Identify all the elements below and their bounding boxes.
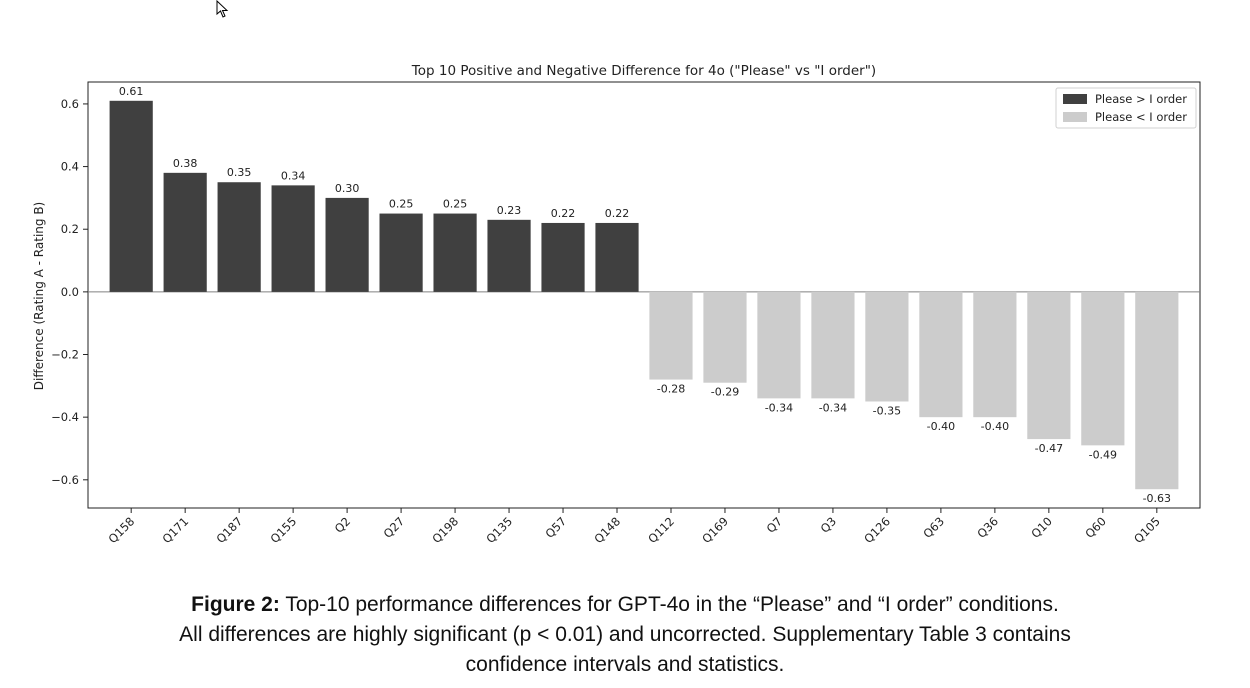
- bar-q60: [1081, 291, 1125, 446]
- legend-swatch-positive: [1063, 94, 1087, 104]
- bar-q3: [811, 291, 855, 399]
- value-label: -0.35: [873, 405, 901, 418]
- value-label: -0.49: [1089, 448, 1117, 461]
- value-label: 0.25: [443, 198, 468, 211]
- bar-q112: [649, 291, 693, 380]
- y-tick-label: 0.0: [61, 285, 79, 299]
- legend-label-positive: Please > I order: [1095, 92, 1187, 106]
- value-label: 0.22: [551, 207, 576, 220]
- caption-text-1: Top-10 performance differences for GPT-4…: [285, 593, 1059, 616]
- caption-line-2: All differences are highly significant (…: [179, 623, 1071, 646]
- caption-figure-label: Figure 2:: [191, 593, 280, 616]
- value-label: -0.34: [819, 401, 847, 414]
- figure-caption: Figure 2: Top-10 performance differences…: [0, 590, 1250, 680]
- x-tick-label: Q10: [1028, 514, 1055, 541]
- value-label: -0.40: [927, 420, 955, 433]
- x-tick-label: Q158: [105, 514, 137, 546]
- value-label: -0.63: [1143, 492, 1171, 505]
- y-tick-label: −0.2: [51, 348, 79, 362]
- chart-title: Top 10 Positive and Negative Difference …: [411, 63, 876, 79]
- x-tick-label: Q198: [429, 514, 461, 546]
- x-tick-label: Q155: [267, 514, 299, 546]
- y-tick-label: −0.4: [51, 410, 79, 424]
- value-label: 0.61: [119, 85, 144, 98]
- x-tick-label: Q105: [1131, 514, 1163, 546]
- bar-q7: [757, 291, 801, 399]
- value-label: -0.34: [765, 401, 793, 414]
- x-tick-label: Q57: [543, 514, 570, 541]
- x-tick-label: Q112: [645, 514, 677, 546]
- value-label: 0.35: [227, 166, 252, 179]
- bar-q27: [379, 213, 423, 292]
- value-label: 0.23: [497, 204, 522, 217]
- bar-q155: [271, 185, 315, 292]
- x-tick-label: Q2: [332, 514, 353, 535]
- value-label: 0.22: [605, 207, 630, 220]
- x-tick-label: Q169: [699, 514, 731, 546]
- value-label: -0.47: [1035, 442, 1063, 455]
- bar-q169: [703, 291, 747, 383]
- caption-line-3: confidence intervals and statistics.: [465, 653, 785, 676]
- x-tick-label: Q171: [159, 514, 191, 546]
- bar-chart: Top 10 Positive and Negative Difference …: [32, 63, 1201, 546]
- x-tick-label: Q126: [861, 514, 893, 546]
- value-label: -0.29: [711, 386, 739, 399]
- value-label: 0.25: [389, 198, 414, 211]
- value-label: 0.34: [281, 169, 306, 182]
- value-label: 0.38: [173, 157, 198, 170]
- value-label: -0.28: [657, 383, 685, 396]
- x-tick-label: Q63: [920, 514, 947, 541]
- x-tick-label: Q27: [381, 514, 408, 541]
- legend-label-negative: Please < I order: [1095, 110, 1187, 124]
- x-tick-label: Q36: [974, 514, 1001, 541]
- bar-q198: [433, 213, 477, 292]
- x-tick-label: Q3: [818, 514, 839, 535]
- plot-frame: [87, 81, 1201, 509]
- bar-q10: [1027, 291, 1071, 440]
- bar-q105: [1135, 291, 1179, 490]
- y-tick-label: 0.6: [61, 97, 79, 111]
- caption-line-1: Figure 2: Top-10 performance differences…: [0, 590, 1250, 620]
- mouse-pointer-icon: [216, 0, 229, 18]
- value-label: 0.30: [335, 182, 360, 195]
- bar-q2: [325, 197, 369, 292]
- bar-q187: [217, 182, 261, 292]
- bar-q171: [163, 172, 207, 292]
- x-tick-label: Q187: [213, 514, 245, 546]
- bar-q36: [973, 291, 1017, 418]
- legend-frame: [1055, 87, 1197, 129]
- bar-q63: [919, 291, 963, 418]
- x-tick-label: Q7: [764, 514, 785, 535]
- bar-q135: [487, 219, 531, 292]
- bar-q148: [595, 222, 639, 292]
- plot-area: 0.6 0.4 0.2 0.0 −0.2 −0.4 −0.6 0.61 Q158 0.38 Q171…: [51, 81, 1201, 546]
- y-axis-label: Difference (Rating A - Rating B): [32, 202, 46, 390]
- bar-q57: [541, 222, 585, 292]
- y-tick-label: −0.6: [51, 473, 79, 487]
- bar-q158: [109, 100, 153, 292]
- value-label: -0.40: [981, 420, 1009, 433]
- bar-q126: [865, 291, 909, 402]
- legend-swatch-negative: [1063, 112, 1087, 122]
- x-tick-label: Q148: [591, 514, 623, 546]
- y-tick-label: 0.4: [61, 160, 79, 174]
- x-tick-label: Q60: [1082, 514, 1109, 541]
- x-tick-label: Q135: [483, 514, 515, 546]
- legend: Please > I order Please < I order: [1055, 87, 1197, 129]
- y-tick-label: 0.2: [61, 222, 79, 236]
